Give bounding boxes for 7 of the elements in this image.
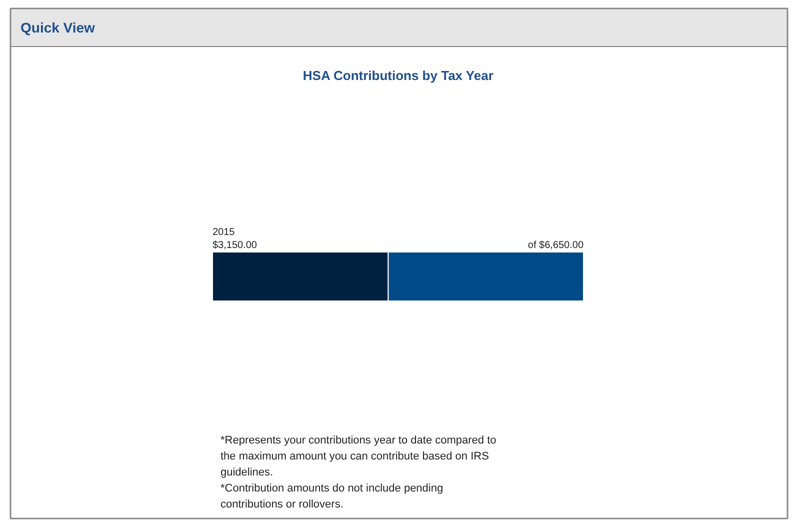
y-tick-label: 2015 — [212, 227, 236, 238]
text: Quick View — [20, 20, 96, 36]
text: *Contribution amounts do not include pending contributions or rollovers. — [220, 482, 444, 510]
data-label: $3,150.00 — [212, 240, 258, 251]
chart-title: HSA Contributions by Tax Year — [302, 68, 494, 83]
total-label: of $6,650.00 — [528, 240, 584, 251]
text: *Represents your contributions year to date compared to the maximum amount you can contribute based on IRS guidelines. — [220, 434, 496, 478]
